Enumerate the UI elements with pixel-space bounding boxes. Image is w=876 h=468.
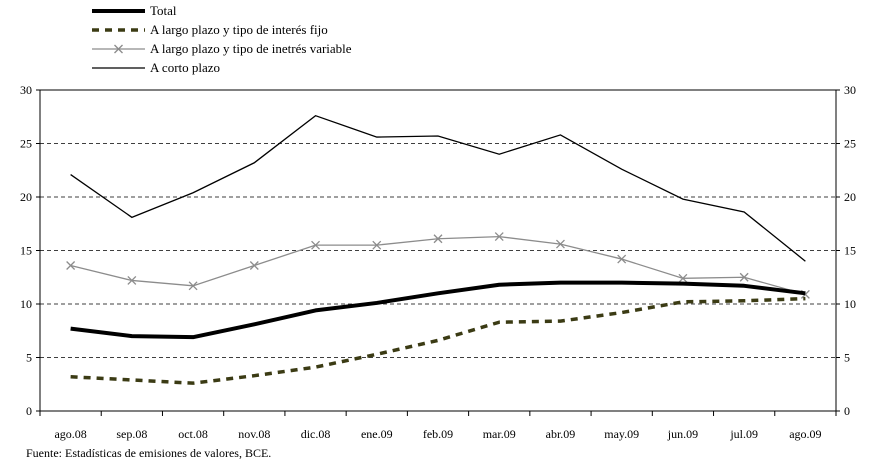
data-point (494, 232, 504, 242)
line-chart: Total A largo plazo y tipo de interés fij… (20, 3, 856, 441)
x-tick-label: abr.09 (546, 427, 576, 441)
x-tick-label: feb.09 (423, 427, 453, 441)
y-tick-label-right: 15 (844, 244, 856, 258)
series-line (70, 296, 806, 385)
x-tick-label: mar.09 (483, 427, 516, 441)
marker-stroke (188, 281, 198, 291)
y-tick-label-right: 10 (844, 297, 856, 311)
data-point (249, 261, 259, 270)
y-tick-label-right: 0 (844, 404, 850, 418)
y-tick-label-left: 20 (20, 190, 32, 204)
data-point (188, 281, 198, 291)
x-tick-label: dic.08 (301, 427, 331, 441)
data-point (678, 273, 688, 283)
x-tick-label: may.09 (604, 427, 639, 441)
y-tick-label-left: 15 (20, 244, 32, 258)
marker-stroke (678, 273, 688, 283)
series-line (70, 280, 806, 340)
series-line (70, 114, 806, 262)
legend-label: A corto plazo (150, 60, 220, 75)
data-point (433, 234, 443, 244)
x-tick-label: oct.08 (178, 427, 208, 441)
marker-stroke (433, 234, 443, 244)
source-note: Fuente: Estadísticas de emisiones de val… (26, 446, 272, 460)
legend-marker (114, 44, 123, 54)
marker-stroke (114, 44, 123, 54)
y-tick-label-left: 25 (20, 137, 32, 151)
y-tick-label-left: 10 (20, 297, 32, 311)
marker-stroke (617, 254, 627, 264)
grid-lines (40, 143, 836, 358)
y-tick-label-left: 0 (26, 404, 32, 418)
y-tick-label-left: 30 (20, 83, 32, 97)
chart-series (66, 114, 810, 385)
x-tick-label: jul.09 (729, 427, 758, 441)
marker-stroke (372, 240, 382, 250)
data-point (311, 240, 320, 250)
y-tick-label-right: 5 (844, 351, 850, 365)
data-point (127, 276, 137, 285)
legend-label: Total (150, 3, 177, 18)
x-tick-label: ago.08 (54, 427, 86, 441)
data-point (617, 254, 627, 264)
marker-stroke (311, 240, 320, 250)
marker-stroke (127, 276, 137, 285)
marker-stroke (556, 239, 565, 249)
x-tick-label: ene.09 (361, 427, 393, 441)
legend-label: A largo plazo y tipo de interés fijo (150, 22, 328, 37)
legend-label: A largo plazo y tipo de inetrés variable (150, 41, 352, 56)
y-tick-label-right: 30 (844, 83, 856, 97)
chart-legend: Total A largo plazo y tipo de interés fij… (92, 3, 352, 75)
chart-axes: 0 0 5 5 10 10 15 15 20 20 25 25 30 30 ago.08 sep.08 oct.… (20, 83, 856, 441)
data-point (66, 261, 76, 270)
y-tick-label-left: 5 (26, 351, 32, 365)
marker-stroke (739, 272, 749, 282)
data-point (739, 272, 749, 282)
x-tick-label: jun.09 (667, 427, 698, 441)
x-tick-label: sep.08 (116, 427, 147, 441)
x-tick-label: nov.08 (238, 427, 270, 441)
marker-stroke (494, 232, 504, 242)
data-point (556, 239, 565, 249)
data-point (372, 240, 382, 250)
marker-stroke (66, 261, 76, 270)
x-tick-label: ago.09 (789, 427, 821, 441)
marker-stroke (249, 261, 259, 270)
y-tick-label-right: 25 (844, 137, 856, 151)
marker-stroke (800, 289, 810, 299)
y-tick-label-right: 20 (844, 190, 856, 204)
